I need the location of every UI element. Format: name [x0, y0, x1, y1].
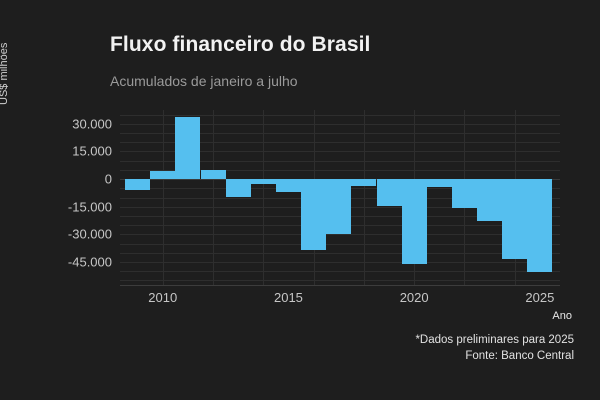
x-tick-label: 2015: [273, 290, 303, 305]
gridline-vertical: [263, 110, 265, 285]
bar-2015[interactable]: [275, 179, 301, 192]
x-tick-label: 2025: [525, 290, 555, 305]
gridline-horizontal: [120, 271, 560, 273]
y-tick-label: -15.000: [67, 199, 112, 215]
bar-2014[interactable]: [250, 179, 276, 184]
bar-2019[interactable]: [376, 179, 402, 206]
chart-title: Fluxo financeiro do Brasil: [110, 33, 371, 56]
bar-2016[interactable]: [301, 179, 327, 250]
footnote-line: *Dados preliminares para 2025: [415, 334, 574, 346]
y-tick-label: -30.000: [67, 226, 112, 242]
y-tick-label: 15.000: [72, 143, 112, 159]
gridline-horizontal: [120, 252, 560, 254]
bar-2009[interactable]: [125, 179, 151, 191]
bar-2018[interactable]: [351, 179, 377, 187]
footnote-line: Fonte: Banco Central: [465, 349, 574, 362]
gridline-horizontal: [120, 160, 560, 162]
y-tick-label: 30.000: [72, 116, 112, 132]
x-axis-baseline: [120, 285, 560, 286]
bar-2023[interactable]: [477, 179, 503, 222]
y-tick-label: 0: [104, 171, 112, 187]
bar-2010[interactable]: [150, 170, 176, 180]
y-axis-tick-labels: 30.000 15.000 0 -15.000 -30.000 -45.000: [50, 110, 112, 285]
gridline-horizontal: [120, 169, 560, 171]
bar-2022[interactable]: [451, 179, 477, 208]
x-axis-title: Ano: [552, 310, 572, 322]
gridline-horizontal: [120, 261, 560, 263]
bar-2011[interactable]: [175, 117, 201, 180]
gridline-horizontal: [120, 151, 560, 153]
chart-footnote: *Dados preliminares para 2025 Fonte: Banc…: [415, 333, 574, 364]
gridline-horizontal: [120, 123, 560, 125]
gridline-horizontal: [120, 133, 560, 135]
bar-2017[interactable]: [326, 179, 352, 235]
gridline-horizontal: [120, 114, 560, 116]
chart-subtitle: Acumulados de janeiro a julho: [110, 73, 298, 89]
bar-2021[interactable]: [426, 179, 452, 188]
y-tick-label: -45.000: [67, 254, 112, 270]
gridline-horizontal: [120, 243, 560, 245]
gridline-vertical: [213, 110, 215, 285]
x-tick-label: 2010: [148, 290, 178, 305]
bar-2020[interactable]: [401, 179, 427, 264]
gridline-horizontal: [120, 280, 560, 282]
gridline-horizontal: [120, 234, 560, 236]
gridline-vertical: [363, 110, 365, 285]
gridline-horizontal: [120, 142, 560, 144]
y-axis-title: US$ milhões: [0, 42, 10, 105]
bar-2013[interactable]: [225, 179, 251, 197]
x-tick-label: 2020: [399, 290, 429, 305]
bar-2025[interactable]: [527, 179, 553, 273]
plot-area: [120, 110, 560, 285]
bar-2012[interactable]: [200, 169, 226, 180]
bar-2024[interactable]: [502, 179, 528, 260]
gridline-vertical: [162, 110, 164, 285]
